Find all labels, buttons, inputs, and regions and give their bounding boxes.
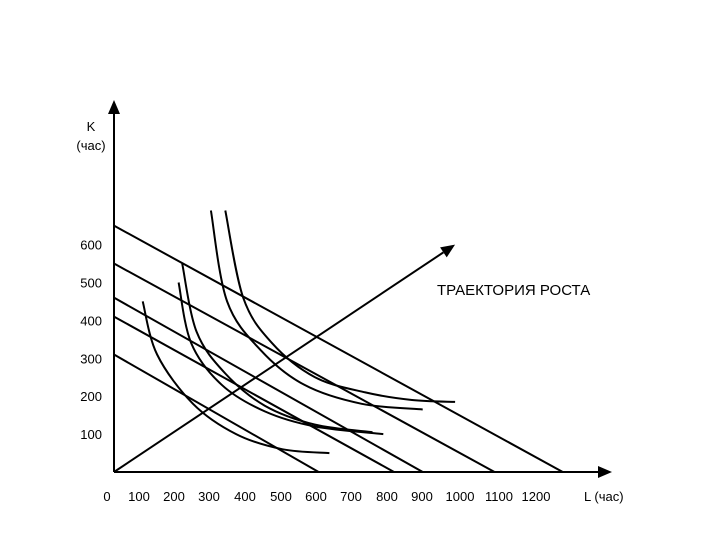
isocost-line	[113, 315, 395, 473]
x-tick-labels: 0 100 200 300 400 500 600 700 800 900 1000 1100 1200	[103, 489, 550, 504]
x-tick-label: 300	[198, 489, 220, 504]
growth-path-line	[113, 251, 444, 473]
x-tick-label: 500	[270, 489, 292, 504]
isocost-line	[113, 224, 564, 473]
isoquant-curve	[141, 301, 330, 455]
isocost-lines	[113, 224, 564, 473]
x-tick-label: 1000	[446, 489, 475, 504]
y-tick-label: 200	[80, 389, 102, 404]
y-axis-label: K (час)	[76, 119, 105, 153]
x-tick-label: 100	[128, 489, 150, 504]
x-tick-label: 200	[163, 489, 185, 504]
growth-path-arrowhead	[440, 244, 456, 258]
x-tick-label: 400	[234, 489, 256, 504]
x-tick-label: 1100	[485, 489, 513, 504]
isoquant-curve	[181, 263, 373, 434]
x-tick-label: 600	[305, 489, 327, 504]
y-tick-label: 500	[80, 276, 102, 291]
growth-path	[113, 244, 456, 473]
y-tick-label: 600	[80, 238, 102, 253]
isocost-line	[113, 353, 320, 473]
axes	[108, 100, 612, 478]
x-axis-arrow	[598, 466, 612, 478]
y-tick-label: 100	[80, 427, 102, 442]
isoquant-curves	[141, 210, 456, 455]
y-tick-label: 300	[80, 351, 102, 366]
x-tick-label: 1200	[522, 489, 551, 504]
x-tick-label: 0	[103, 489, 110, 504]
y-axis-arrow	[108, 100, 120, 114]
x-tick-label: 800	[376, 489, 398, 504]
y-axis-unit: (час)	[76, 138, 105, 153]
x-axis-label: L (час)	[584, 489, 624, 504]
isoquant-curve	[177, 282, 384, 436]
isoquant-curve	[224, 210, 456, 403]
isocost-line	[113, 262, 496, 473]
y-tick-label: 400	[80, 313, 102, 328]
x-tick-label: 900	[411, 489, 433, 504]
x-tick-label: 700	[340, 489, 362, 504]
y-tick-labels: 600 500 400 300 200 100	[80, 238, 102, 443]
growth-path-label: ТРАЕКТОРИЯ РОСТА	[437, 282, 590, 299]
isocost-line	[113, 296, 424, 473]
isoquant-curve	[209, 210, 423, 411]
y-axis-symbol: K	[87, 119, 96, 134]
